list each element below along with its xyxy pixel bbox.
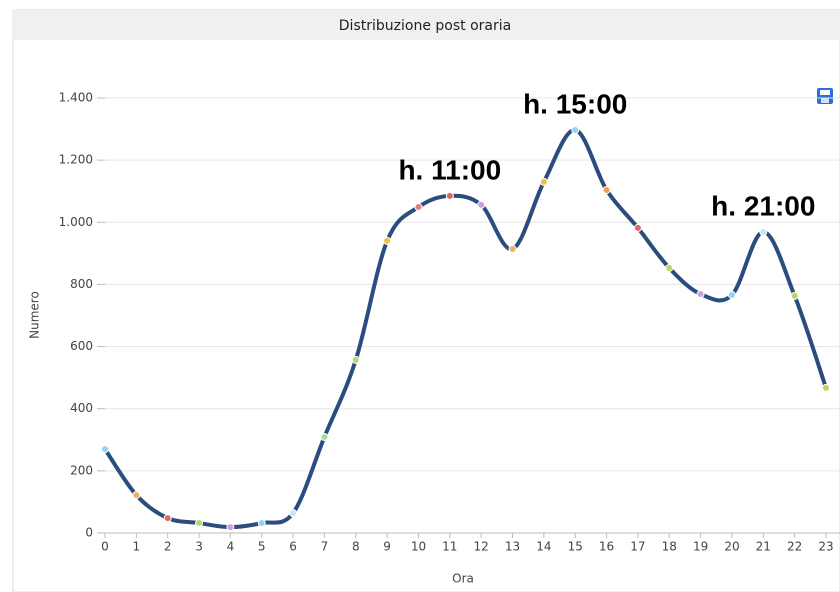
point: [822, 383, 830, 392]
point: [289, 509, 298, 518]
point: [759, 227, 768, 236]
y-tick-label: 800: [70, 277, 93, 291]
x-tick-label: 4: [227, 540, 235, 554]
panel: [12, 9, 840, 592]
x-tick-label: 22: [787, 540, 802, 554]
x-tick-label: 19: [693, 540, 708, 554]
x-tick-label: 16: [599, 540, 614, 554]
point: [257, 519, 266, 528]
chart-title: Distribuzione post oraria: [339, 18, 511, 34]
y-tick-label: 1.000: [59, 215, 93, 229]
x-tick-label: 6: [289, 540, 297, 554]
x-tick-label: 17: [630, 540, 645, 554]
y-tick-label: 1.200: [59, 153, 93, 167]
point: [163, 514, 172, 523]
x-axis-label: Ora: [452, 572, 474, 586]
x-tick-label: 1: [133, 540, 141, 554]
x-tick-label: 18: [662, 540, 677, 554]
point: [696, 290, 705, 299]
point: [132, 491, 141, 500]
point: [195, 519, 204, 528]
point: [226, 523, 235, 532]
y-tick-label: 400: [70, 401, 93, 415]
y-tick-label: 0: [85, 526, 93, 540]
x-tick-label: 12: [474, 540, 489, 554]
x-tick-label: 14: [536, 540, 551, 554]
point: [414, 203, 423, 212]
x-tick-label: 13: [505, 540, 520, 554]
y-tick-label: 1.400: [59, 91, 93, 105]
point: [477, 200, 486, 209]
point: [790, 291, 799, 300]
save-icon[interactable]: [817, 88, 833, 104]
point: [351, 355, 360, 364]
x-tick-label: 5: [258, 540, 266, 554]
point: [602, 185, 611, 194]
point: [571, 126, 580, 135]
point: [633, 223, 642, 232]
point: [445, 191, 454, 200]
x-tick-label: 2: [164, 540, 172, 554]
point: [383, 236, 392, 245]
x-tick-label: 20: [724, 540, 739, 554]
x-tick-label: 21: [756, 540, 771, 554]
x-tick-label: 3: [195, 540, 203, 554]
header-bar: [13, 10, 840, 40]
point: [539, 177, 548, 186]
x-tick-label: 7: [321, 540, 329, 554]
x-tick-label: 11: [442, 540, 457, 554]
x-tick-label: 10: [411, 540, 426, 554]
y-axis-label: Numero: [28, 291, 42, 339]
point: [320, 432, 329, 441]
annotation: h. 21:00: [711, 190, 815, 221]
y-tick-label: 200: [70, 463, 93, 477]
annotation: h. 15:00: [523, 88, 627, 119]
x-tick-label: 9: [383, 540, 391, 554]
annotation: h. 11:00: [398, 154, 501, 185]
x-tick-label: 0: [101, 540, 109, 554]
point: [508, 245, 517, 254]
x-tick-label: 8: [352, 540, 360, 554]
x-tick-label: 23: [818, 540, 833, 554]
y-tick-label: 600: [70, 339, 93, 353]
point: [101, 445, 109, 454]
x-tick-label: 15: [568, 540, 583, 554]
point: [665, 263, 674, 272]
point: [727, 290, 736, 299]
